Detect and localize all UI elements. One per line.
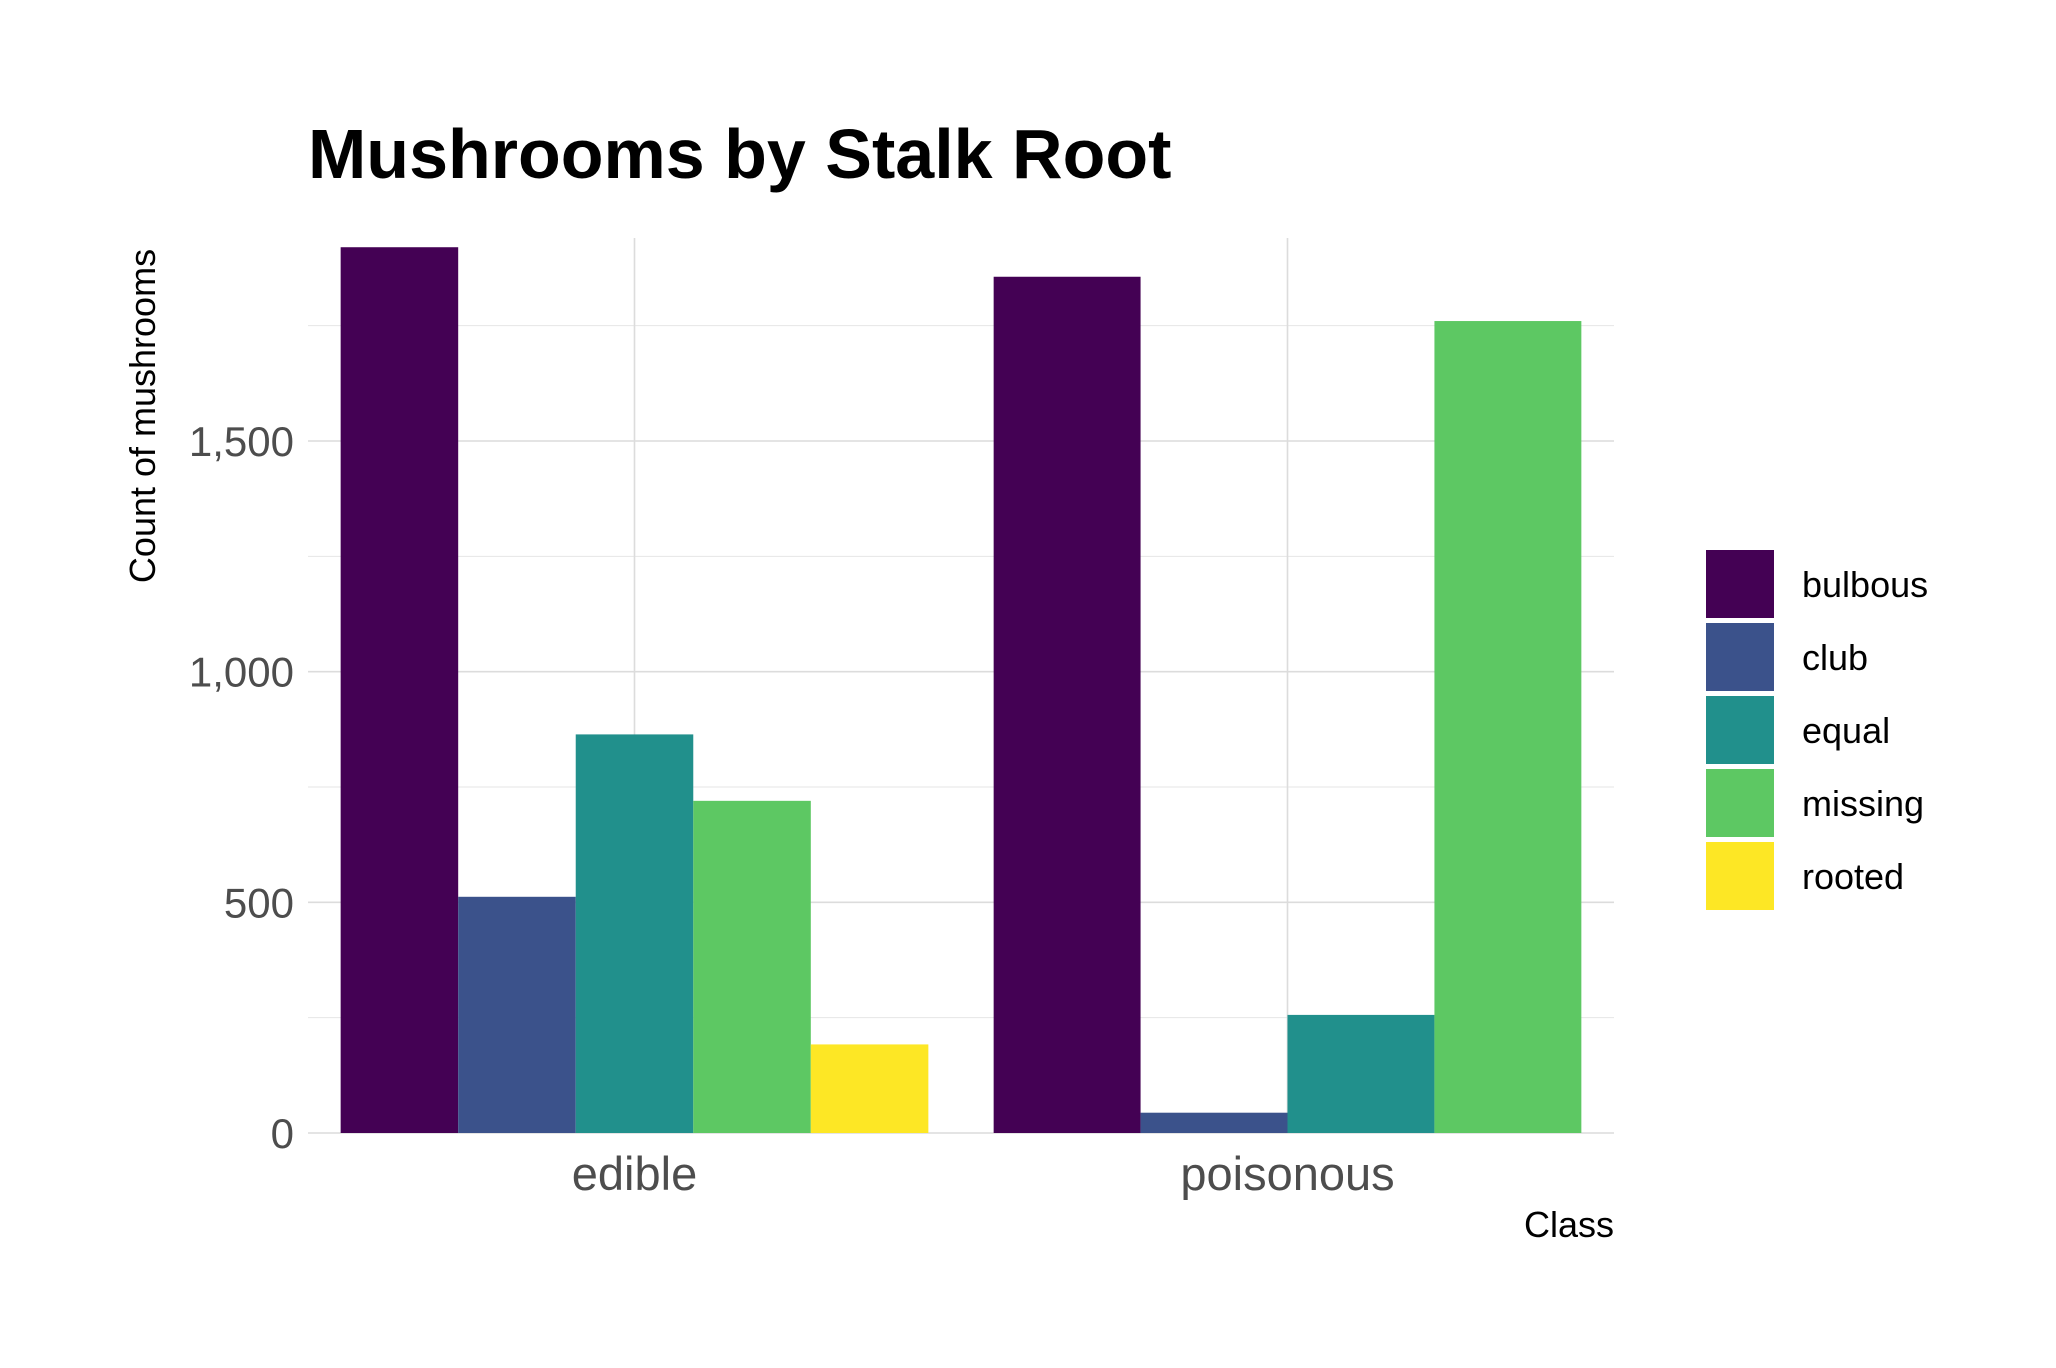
bar-edible-club bbox=[458, 896, 576, 1133]
legend-key-club bbox=[1706, 623, 1774, 691]
bar-edible-rooted bbox=[810, 1044, 929, 1133]
bars bbox=[340, 247, 1582, 1133]
y-axis-ticks: 0 500 1,000 1,500 bbox=[189, 418, 294, 1157]
x-axis-label: Class bbox=[1524, 1204, 1614, 1245]
x-axis-ticks: edible poisonous bbox=[572, 1147, 1395, 1200]
bar-edible-missing bbox=[693, 800, 811, 1133]
y-tick-label: 500 bbox=[224, 879, 294, 926]
y-tick-label: 1,500 bbox=[189, 418, 294, 465]
legend: bulbous club equal missing rooted bbox=[1706, 550, 1928, 910]
legend-key-equal bbox=[1706, 696, 1774, 764]
y-tick-label: 1,000 bbox=[189, 649, 294, 696]
chart-title: Mushrooms by Stalk Root bbox=[308, 115, 1171, 193]
legend-label-club: club bbox=[1802, 637, 1868, 678]
legend-label-missing: missing bbox=[1802, 783, 1924, 824]
bar-edible-equal bbox=[575, 734, 694, 1133]
x-tick-label: edible bbox=[572, 1147, 697, 1200]
legend-label-equal: equal bbox=[1802, 710, 1890, 751]
legend-label-bulbous: bulbous bbox=[1802, 564, 1928, 605]
legend-key-missing bbox=[1706, 769, 1774, 837]
y-tick-label: 0 bbox=[271, 1110, 294, 1157]
legend-key-rooted bbox=[1706, 842, 1774, 910]
legend-key-bulbous bbox=[1706, 550, 1774, 618]
bar-poisonous-bulbous bbox=[993, 276, 1141, 1133]
bar-edible-bulbous bbox=[340, 247, 459, 1133]
bar-poisonous-club bbox=[1140, 1112, 1288, 1133]
bar-poisonous-missing bbox=[1434, 321, 1582, 1133]
bar-poisonous-equal bbox=[1287, 1014, 1435, 1133]
legend-label-rooted: rooted bbox=[1802, 856, 1904, 897]
y-axis-label: Count of mushrooms bbox=[122, 249, 163, 583]
x-tick-label: poisonous bbox=[1180, 1147, 1394, 1200]
